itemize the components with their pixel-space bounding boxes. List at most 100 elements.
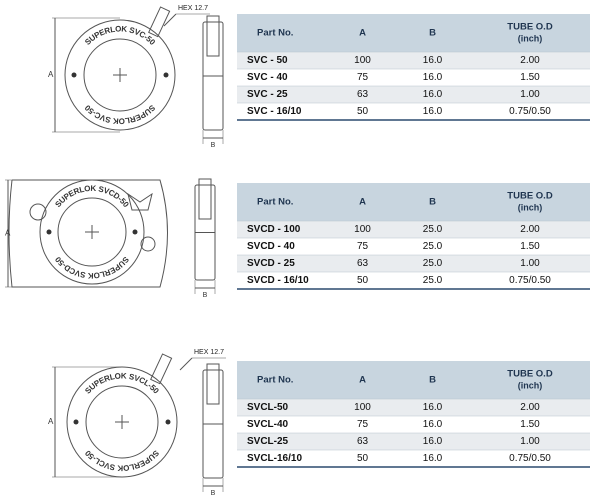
table-cell: 2.00 [520, 224, 540, 235]
ring-inner [83, 38, 157, 112]
table-cell: 75 [357, 72, 369, 83]
table-header-unit: (inch) [518, 33, 543, 43]
table-row-bg [237, 86, 590, 103]
table-row-bg [237, 450, 590, 467]
table-cell: SVCD - 16/10 [247, 275, 309, 286]
table-cell: 1.50 [520, 419, 540, 430]
table-cell: 100 [354, 224, 371, 235]
table-header-bg [237, 14, 590, 52]
hinge-dot [132, 229, 138, 235]
ear [29, 203, 47, 221]
table-cell: SVCD - 25 [247, 258, 295, 269]
table-row-bg [237, 238, 590, 255]
table-cell: 50 [357, 275, 369, 286]
dim-a-label: A [5, 229, 11, 238]
bolt [150, 353, 173, 385]
hinge [73, 419, 79, 425]
table-cell: 63 [357, 89, 369, 100]
table-cell: SVCL-50 [247, 402, 289, 413]
table-header-unit: (inch) [518, 380, 543, 390]
hex-label: HEX 12.7 [194, 349, 224, 356]
engraving-top: SUPERLOK SVCL-50 [83, 372, 161, 397]
table-cell: 1.50 [520, 241, 540, 252]
table-cell: SVC - 25 [247, 89, 288, 100]
table-row-bg [237, 52, 590, 69]
ring-inner [85, 385, 159, 459]
table-header: A [359, 197, 366, 208]
table-cell: 1.00 [520, 436, 540, 447]
table-cell: 16.0 [423, 72, 443, 83]
table-cell: 1.00 [520, 258, 540, 269]
table-cell: 25.0 [423, 241, 443, 252]
engraving-bottom: SUPERLOK SVC-50 [83, 103, 157, 126]
hex-leader [163, 13, 177, 27]
engraving: SUPERLOK SVCL-50 [83, 448, 161, 473]
table-cell: SVCD - 100 [247, 224, 301, 235]
table-row-bg [237, 103, 590, 120]
table-cell: 25.0 [423, 224, 443, 235]
table-cell: 0.75/0.50 [509, 453, 551, 464]
table-row-bg [237, 416, 590, 433]
table-header-unit: (inch) [518, 202, 543, 212]
table-header-bg [237, 361, 590, 399]
table-header: B [429, 197, 436, 208]
side-view-bolt [206, 363, 220, 405]
hex-label: HEX 12.7 [178, 5, 208, 12]
ring-outer [64, 19, 176, 131]
table-cell: 16.0 [423, 55, 443, 66]
table-cell: 16.0 [423, 419, 443, 430]
side-view-bolt [198, 178, 212, 220]
table-row-bg [237, 399, 590, 416]
table-cell: 2.00 [520, 402, 540, 413]
table-header-bg [237, 183, 590, 221]
table-header: TUBE O.D [507, 369, 553, 380]
table-cell: 0.75/0.50 [509, 275, 551, 286]
engraving-bottom: SUPERLOK SVCL-50 [83, 448, 161, 473]
table-cell: SVC - 16/10 [247, 106, 302, 117]
dim-a-label: A [48, 417, 54, 426]
table-cell: 2.00 [520, 55, 540, 66]
dim-b-label: B [211, 142, 216, 149]
table-cell: 75 [357, 419, 369, 430]
table-header: Part No. [257, 28, 293, 39]
table-header: B [429, 375, 436, 386]
dim-a-label: A [48, 70, 54, 79]
table-header: B [429, 28, 436, 39]
table-cell: 16.0 [423, 106, 443, 117]
table-header: A [359, 375, 366, 386]
table-row-bg [237, 221, 590, 238]
table-cell: SVCL-40 [247, 419, 289, 430]
table-cell: SVCD - 40 [247, 241, 295, 252]
engraving: SUPERLOK SVC-50 [83, 25, 157, 48]
table-header: Part No. [257, 197, 293, 208]
table-cell: 63 [357, 436, 369, 447]
table-cell: SVC - 50 [247, 55, 288, 66]
table-header: Part No. [257, 375, 293, 386]
hinge [71, 72, 77, 78]
table-row-bg [237, 272, 590, 289]
table-header: TUBE O.D [507, 22, 553, 33]
ring-inner [57, 197, 127, 267]
hex-leader [179, 357, 193, 371]
table-cell: 0.75/0.50 [509, 106, 551, 117]
dim-b-label: B [211, 490, 216, 497]
table-cell: 100 [354, 402, 371, 413]
hinge [46, 229, 52, 235]
table-cell: 1.00 [520, 89, 540, 100]
table-cell: 100 [354, 55, 371, 66]
table-cell: 1.50 [520, 72, 540, 83]
table-cell: 16.0 [423, 436, 443, 447]
engraving: SUPERLOK SVC-50 [83, 103, 157, 126]
table-cell: 25.0 [423, 275, 443, 286]
table-row-bg [237, 69, 590, 86]
table-cell: 63 [357, 258, 369, 269]
table-cell: SVCL-25 [247, 436, 289, 447]
bolt [148, 6, 171, 38]
table-cell: 50 [357, 453, 369, 464]
hinge-dot [163, 72, 169, 78]
table-cell: 16.0 [423, 89, 443, 100]
table-cell: 25.0 [423, 258, 443, 269]
table-cell: SVCL-16/10 [247, 453, 302, 464]
table-cell: 75 [357, 241, 369, 252]
